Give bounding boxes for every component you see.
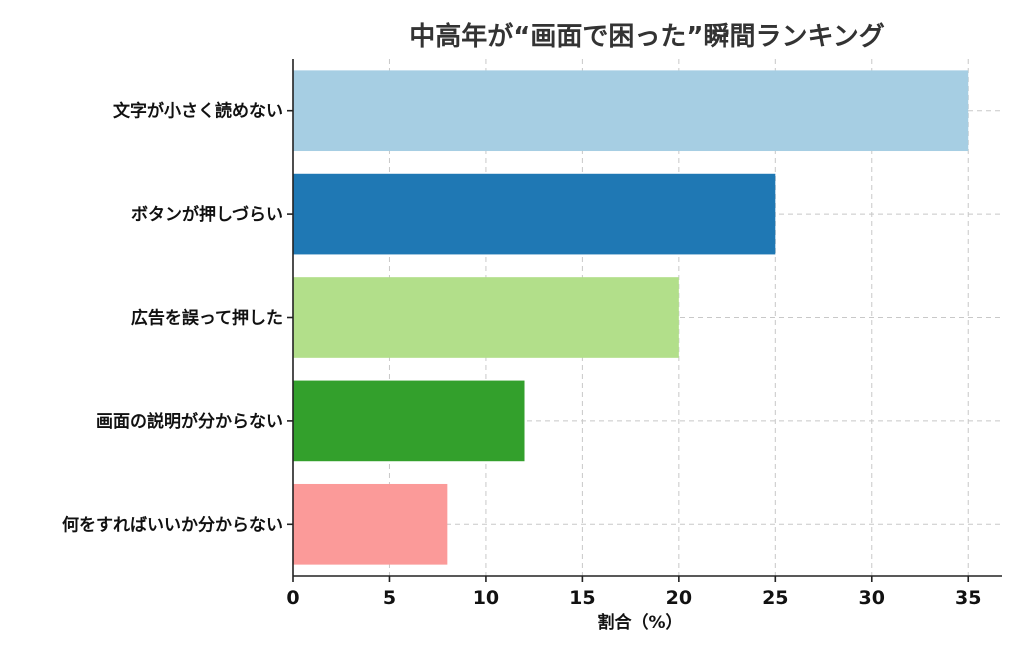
bars bbox=[293, 70, 969, 565]
category-label-0: 文字が小さく読めない bbox=[113, 101, 283, 122]
x-tick-label-35: 35 bbox=[955, 587, 981, 609]
bar-1 bbox=[293, 173, 776, 255]
category-label-3: 画面の説明が分からない bbox=[96, 411, 283, 432]
category-label-1: ボタンが押しづらい bbox=[131, 204, 283, 225]
bar-0 bbox=[293, 70, 969, 152]
x-tick-label-0: 0 bbox=[286, 587, 299, 609]
bar-3 bbox=[293, 380, 525, 462]
x-tick-label-30: 30 bbox=[859, 587, 885, 609]
bar-2 bbox=[293, 277, 679, 358]
category-labels: 文字が小さく読めないボタンが押しづらい広告を誤って押した画面の説明が分からない何… bbox=[62, 101, 283, 536]
category-label-4: 何をすればいいか分からない bbox=[62, 514, 283, 535]
x-tick-label-25: 25 bbox=[762, 587, 788, 609]
x-tick-label-15: 15 bbox=[569, 587, 595, 609]
x-tick-label-10: 10 bbox=[473, 587, 499, 609]
x-axis-title: 割合（%） bbox=[597, 612, 682, 633]
x-tick-label-5: 5 bbox=[383, 587, 396, 609]
bar-4 bbox=[293, 483, 448, 565]
x-tick-labels: 0 5 10 15 20 25 30 35 bbox=[286, 587, 981, 609]
category-label-2: 広告を誤って押した bbox=[131, 308, 283, 329]
axes bbox=[287, 59, 1002, 582]
chart-title: 中高年が“画面で困った”瞬間ランキング bbox=[409, 21, 884, 52]
x-tick-label-20: 20 bbox=[666, 587, 692, 609]
